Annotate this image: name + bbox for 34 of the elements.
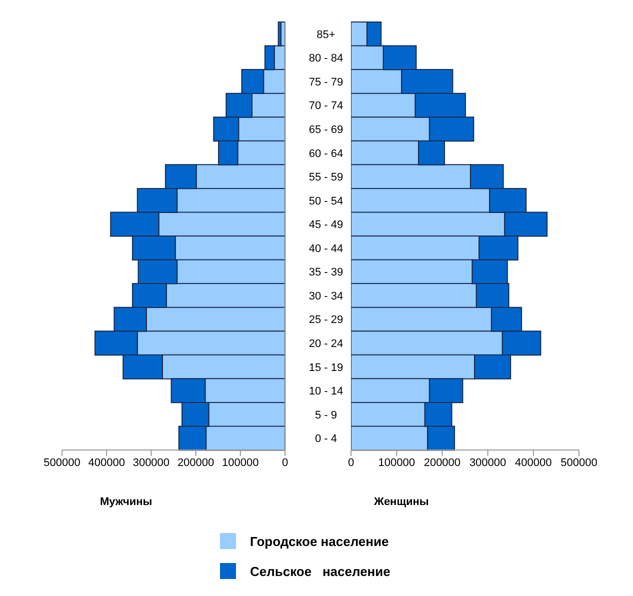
x-tick-label: 500000 (44, 456, 80, 469)
x-tick-label: 300000 (132, 456, 170, 469)
y-tick-label: 15 - 19 (308, 362, 344, 374)
y-tick-label: 60 - 64 (308, 148, 344, 160)
legend-label: Городское население (250, 534, 389, 548)
x-tick-label: 500000 (560, 456, 598, 469)
y-tick-label: 75 - 79 (308, 76, 344, 88)
y-tick-label: 20 - 24 (308, 338, 344, 350)
x-tick-label: 100000 (222, 456, 259, 469)
y-tick-label: 30 - 34 (308, 290, 344, 302)
y-tick-label: 65 - 69 (308, 124, 344, 136)
x-tick-label: 200000 (424, 456, 461, 469)
x-tick-label: 400000 (515, 456, 552, 469)
legend-label: Сельское население (250, 564, 390, 578)
y-tick-label: 25 - 29 (308, 314, 344, 326)
y-tick-label: 45 - 49 (308, 219, 344, 232)
x-tick-label: 400000 (88, 456, 125, 469)
y-tick-label: 85+ (316, 28, 336, 41)
y-tick-label: 5 - 9 (314, 409, 338, 422)
y-tick-label: 40 - 44 (308, 242, 344, 255)
y-tick-label: 70 - 74 (308, 100, 344, 112)
y-tick-label: 80 - 84 (308, 52, 344, 65)
x-tick-label: 0 (348, 456, 354, 469)
x-tick-label: 100000 (378, 456, 415, 469)
y-tick-label: 55 - 59 (308, 172, 344, 184)
y-tick-label: 0 - 4 (314, 433, 338, 446)
y-tick-label: 35 - 39 (308, 266, 344, 279)
x-axis-title: Женщины (374, 496, 429, 508)
x-axis-title: Мужчины (100, 496, 152, 508)
x-tick-label: 300000 (469, 456, 506, 469)
x-tick-label: 0 (282, 456, 288, 469)
y-tick-label: 50 - 54 (308, 195, 344, 208)
y-tick-label: 10 - 14 (308, 386, 344, 398)
x-tick-label: 200000 (177, 456, 214, 469)
